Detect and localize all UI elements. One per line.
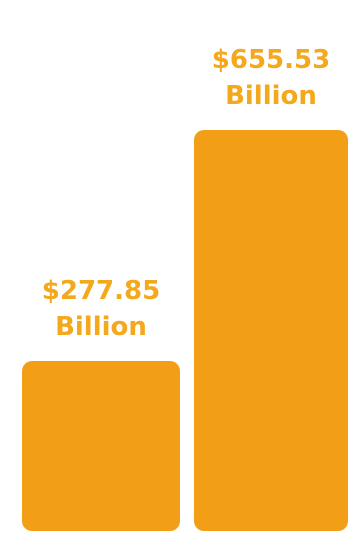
bar-1 — [22, 361, 180, 531]
bar-1-value-label: $277.85 — [42, 276, 160, 306]
bar-2-unit-label: Billion — [225, 81, 317, 111]
bar-1-unit-label: Billion — [55, 312, 147, 342]
bar-2-value-label: $655.53 — [212, 45, 330, 75]
bar-2 — [194, 130, 348, 531]
